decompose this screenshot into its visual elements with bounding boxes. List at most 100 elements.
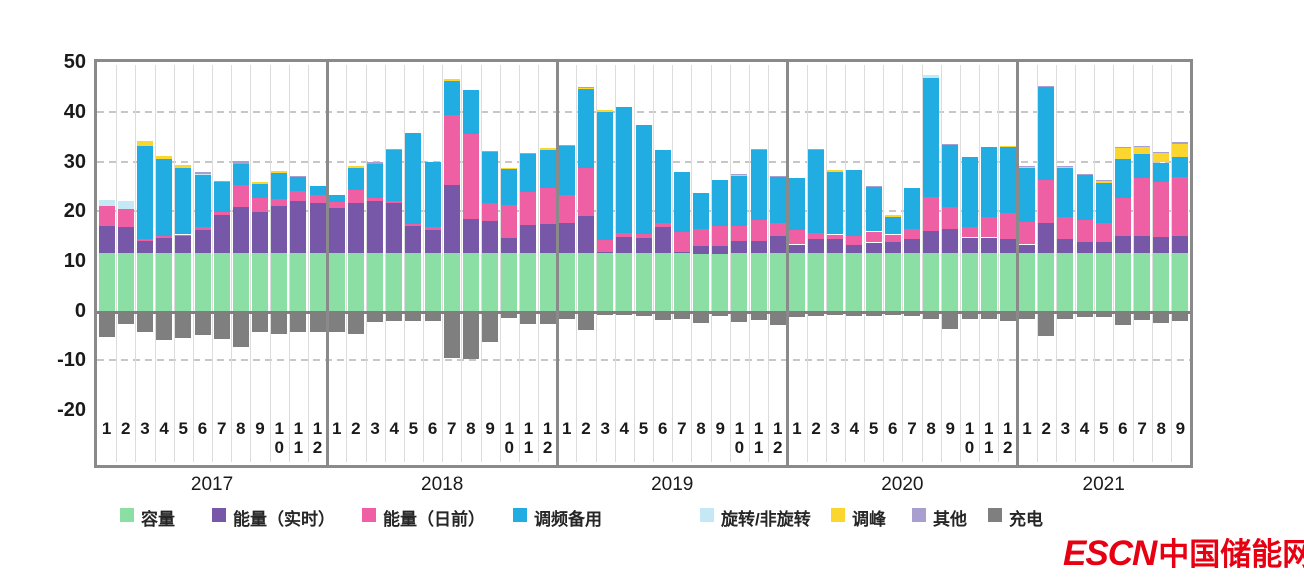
month-gridline [288, 65, 290, 462]
bar-2021-6-energy_rt [1114, 235, 1131, 254]
bar-2018-2-capacity [347, 253, 364, 311]
bar-2018-7-energy_da [443, 114, 460, 185]
year-label: 2017 [190, 474, 234, 495]
bar-2018-10-energy_da [501, 205, 518, 238]
bar-2018-4-freq_reg [386, 149, 403, 202]
bar-2020-7-freq_reg [904, 188, 920, 230]
month-label: 8 [236, 419, 246, 438]
month-gridline [173, 65, 175, 462]
escn-logo: ESCN中国储能网 [1063, 529, 1304, 574]
bar-2017-6-energy_rt [194, 230, 211, 254]
bar-2020-6-energy_rt [884, 241, 901, 254]
month-gridline [883, 65, 885, 462]
bar-2021-4-energy_rt [1076, 242, 1093, 254]
bar-2019-6-capacity [654, 253, 671, 311]
month-label: 6 [657, 419, 668, 438]
month-gridline [307, 65, 309, 462]
bar-2018-8-energy_da [462, 133, 479, 220]
month-label: 4 [389, 419, 399, 438]
bar-2018-11-other [520, 152, 537, 154]
bar-2017-7-charge [213, 310, 230, 340]
bar-2021-3-energy_rt [1057, 239, 1074, 254]
month-gridline [576, 65, 578, 462]
bar-2020-12-capacity [999, 253, 1016, 311]
bar-2017-10-energy_rt [271, 206, 288, 254]
bar-2021-5-energy_da [1095, 223, 1112, 242]
bar-2020-5-capacity [865, 253, 882, 311]
bar-2020-11-energy_da [980, 216, 997, 238]
bar-2017-12-charge [309, 310, 326, 332]
month-gridline [461, 65, 463, 462]
bar-2021-4-capacity [1076, 253, 1093, 311]
bar-2021-9-energy_rt [1172, 235, 1189, 254]
bar-2018-7-peak [443, 79, 460, 82]
bar-2018-1-energy_da [328, 202, 345, 208]
logo-escn-text: ESCN [1063, 534, 1157, 573]
month-label: 4 [619, 419, 630, 438]
bar-2020-1-capacity [788, 253, 805, 311]
bar-2021-5-freq_reg [1095, 183, 1112, 224]
bar-2021-2-energy_rt [1038, 223, 1055, 254]
month-label: 7 [1137, 419, 1147, 438]
bar-2021-7-energy_da [1134, 178, 1151, 236]
legend-swatch-freq_reg [513, 508, 527, 522]
month-label: 6 [427, 419, 438, 438]
bar-2021-9-other [1172, 142, 1189, 144]
month-label: 2 [811, 419, 821, 438]
bar-2018-4-capacity [386, 253, 403, 311]
y-axis-label: 30 [63, 150, 86, 173]
bar-2018-11-freq_reg [520, 153, 537, 193]
bar-2019-11-energy_rt [750, 241, 767, 254]
legend-swatch-energy_rt [212, 508, 226, 522]
bar-2021-3-energy_da [1057, 216, 1074, 239]
bar-2019-2-peak [578, 87, 594, 89]
bar-2018-11-energy_rt [520, 225, 537, 254]
month-label: 4 [849, 419, 860, 438]
month-gridline [710, 65, 712, 462]
bar-2020-9-charge [942, 310, 959, 330]
bar-2018-2-energy_rt [347, 203, 364, 254]
bar-2017-8-capacity [232, 253, 249, 311]
bar-2021-5-other [1095, 179, 1112, 181]
bar-2019-5-freq_reg [635, 125, 652, 234]
bar-2021-9-freq_reg [1172, 157, 1189, 177]
bar-2021-8-capacity [1153, 253, 1170, 311]
bar-2018-7-energy_rt [443, 184, 460, 254]
month-label: 7 [677, 419, 687, 438]
bar-2018-8-capacity [462, 253, 479, 311]
month-label: 8 [926, 419, 936, 438]
bar-2021-3-freq_reg [1057, 168, 1074, 217]
bar-2021-8-charge [1153, 310, 1170, 323]
bar-2020-10-charge [961, 310, 978, 320]
month-gridline [403, 65, 405, 462]
bar-2017-2-energy_da [117, 208, 134, 228]
legend-label-charge: 充电 [1009, 510, 1043, 529]
bar-2021-4-freq_reg [1076, 174, 1093, 220]
bar-2021-7-capacity [1134, 253, 1151, 311]
month-gridline [633, 65, 635, 462]
month-label: 4 [1079, 419, 1090, 438]
bar-2017-6-spin [194, 173, 211, 176]
bar-2019-8-charge [693, 310, 709, 324]
bar-2020-7-capacity [904, 253, 920, 311]
bar-2017-1-charge [98, 310, 115, 338]
bar-2021-4-charge [1076, 310, 1093, 318]
bar-2018-11-capacity [520, 253, 537, 311]
month-label: 1 [331, 419, 342, 438]
bar-2020-8-spin [923, 75, 940, 78]
month-gridline [595, 65, 597, 462]
month-label: 6 [1118, 419, 1128, 438]
bar-2020-12-freq_reg [999, 147, 1016, 214]
bar-2021-1-energy_da [1019, 221, 1035, 245]
bar-2019-10-peak [731, 174, 748, 177]
bar-2020-10-energy_da [961, 226, 978, 238]
bar-2019-6-energy_rt [654, 226, 671, 254]
bar-2018-4-energy_da [386, 201, 403, 203]
month-gridline [1055, 65, 1057, 462]
bar-2021-9-energy_da [1172, 176, 1189, 236]
month-gridline [749, 65, 750, 462]
y-axis-label: 10 [63, 249, 86, 272]
bar-2021-8-energy_rt [1153, 237, 1170, 254]
